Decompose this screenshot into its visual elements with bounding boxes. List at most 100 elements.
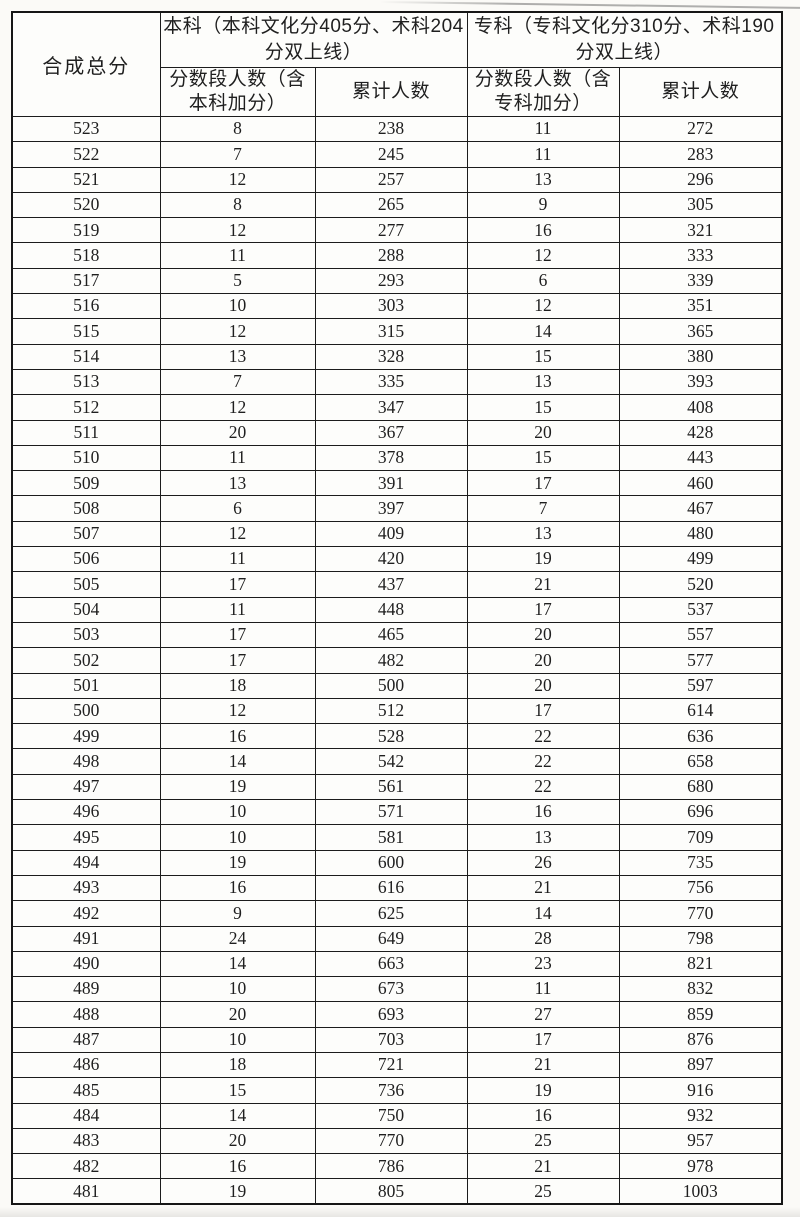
zhuanke-cumulative-cell: 859 [618,1001,783,1028]
zhuanke-segment-cell: 19 [466,546,620,573]
zhuanke-cumulative-cell: 709 [618,824,783,851]
table-row: 483 20 770 25 957 [11,1127,783,1155]
benke-segment-cell: 13 [159,470,316,497]
score-cell: 499 [11,723,161,750]
table-row: 513 7 335 13 393 [11,368,783,396]
table-row: 516 10 303 12 351 [11,293,783,320]
benke-cumulative-cell: 616 [314,874,468,902]
benke-segment-cell: 8 [159,191,316,219]
benke-segment-cell: 19 [159,849,316,876]
zhuanke-segment-cell: 25 [466,1178,620,1205]
zhuanke-segment-cell: 21 [466,571,620,598]
table-row: 492 9 625 14 770 [11,900,783,927]
benke-cumulative-cell: 347 [314,394,468,421]
table-row: 502 17 482 20 577 [11,647,783,674]
benke-cumulative-cell: 437 [314,571,468,598]
benke-segment-cell: 20 [159,419,316,446]
score-cell: 509 [11,470,161,497]
table-row: 523 8 238 11 272 [11,115,783,143]
score-cell: 489 [11,976,161,1003]
zhuanke-segment-cell: 13 [466,166,620,193]
header-group-benke: 本科（本科文化分405分、术科204分双上线） [159,11,468,68]
benke-cumulative-cell: 303 [314,293,468,320]
table-row: 484 14 750 16 932 [11,1102,783,1129]
score-cell: 523 [11,115,161,143]
benke-segment-cell: 12 [159,217,316,244]
table-body: 523 8 238 11 272 522 7 245 11 283 521 12 257 13 296 520… [11,115,783,1205]
zhuanke-segment-cell: 16 [466,799,620,826]
benke-segment-cell: 17 [159,647,316,674]
benke-cumulative-cell: 293 [314,267,468,295]
table-row: 494 19 600 26 735 [11,849,783,876]
zhuanke-cumulative-cell: 272 [618,115,783,143]
zhuanke-segment-cell: 22 [466,723,620,750]
benke-segment-cell: 10 [159,293,316,320]
score-cell: 501 [11,672,161,699]
score-cell: 513 [11,368,161,396]
zhuanke-cumulative-cell: 380 [618,343,783,370]
zhuanke-cumulative-cell: 735 [618,849,783,876]
zhuanke-cumulative-cell: 393 [618,368,783,396]
header-group-zhuanke: 专科（专科文化分310分、术科190分双上线） [466,11,783,68]
zhuanke-cumulative-cell: 897 [618,1051,783,1079]
zhuanke-cumulative-cell: 520 [618,571,783,598]
benke-cumulative-cell: 328 [314,343,468,370]
zhuanke-segment-cell: 20 [466,621,620,649]
benke-segment-cell: 10 [159,824,316,851]
benke-cumulative-cell: 770 [314,1127,468,1155]
benke-segment-cell: 14 [159,950,316,978]
benke-cumulative-cell: 703 [314,1026,468,1053]
table-row: 482 16 786 21 978 [11,1153,783,1180]
benke-cumulative-cell: 482 [314,647,468,674]
benke-cumulative-cell: 786 [314,1153,468,1180]
benke-segment-cell: 18 [159,1051,316,1079]
zhuanke-segment-cell: 16 [466,217,620,244]
benke-cumulative-cell: 673 [314,976,468,1003]
zhuanke-cumulative-cell: 351 [618,293,783,320]
zhuanke-cumulative-cell: 480 [618,520,783,548]
benke-segment-cell: 20 [159,1001,316,1028]
benke-segment-cell: 8 [159,115,316,143]
zhuanke-cumulative-cell: 321 [618,217,783,244]
zhuanke-cumulative-cell: 658 [618,748,783,775]
benke-cumulative-cell: 335 [314,368,468,396]
zhuanke-segment-cell: 11 [466,115,620,143]
zhuanke-cumulative-cell: 756 [618,874,783,902]
table-row: 489 10 673 11 832 [11,976,783,1003]
score-cell: 492 [11,900,161,927]
zhuanke-segment-cell: 15 [466,343,620,370]
benke-cumulative-cell: 315 [314,318,468,345]
benke-cumulative-cell: 245 [314,141,468,168]
zhuanke-cumulative-cell: 577 [618,647,783,674]
zhuanke-segment-cell: 13 [466,824,620,851]
score-cell: 502 [11,647,161,674]
score-cell: 486 [11,1051,161,1079]
zhuanke-segment-cell: 15 [466,394,620,421]
benke-segment-cell: 16 [159,874,316,902]
benke-cumulative-cell: 649 [314,925,468,952]
benke-segment-cell: 7 [159,368,316,396]
zhuanke-segment-cell: 12 [466,242,620,269]
score-cell: 510 [11,444,161,472]
zhuanke-cumulative-cell: 957 [618,1127,783,1155]
benke-segment-cell: 9 [159,900,316,927]
table-row: 505 17 437 21 520 [11,571,783,598]
table-row: 511 20 367 20 428 [11,419,783,446]
table-row: 499 16 528 22 636 [11,723,783,750]
benke-cumulative-cell: 288 [314,242,468,269]
table-row: 497 19 561 22 680 [11,773,783,801]
table-row: 503 17 465 20 557 [11,621,783,649]
benke-cumulative-cell: 693 [314,1001,468,1028]
zhuanke-segment-cell: 21 [466,1051,620,1079]
zhuanke-segment-cell: 7 [466,495,620,522]
zhuanke-segment-cell: 19 [466,1077,620,1104]
zhuanke-segment-cell: 27 [466,1001,620,1028]
zhuanke-cumulative-cell: 876 [618,1026,783,1053]
benke-segment-cell: 18 [159,672,316,699]
score-cell: 496 [11,799,161,826]
score-cell: 512 [11,394,161,421]
benke-cumulative-cell: 409 [314,520,468,548]
score-cell: 481 [11,1178,161,1205]
score-cell: 485 [11,1077,161,1104]
zhuanke-segment-cell: 20 [466,419,620,446]
